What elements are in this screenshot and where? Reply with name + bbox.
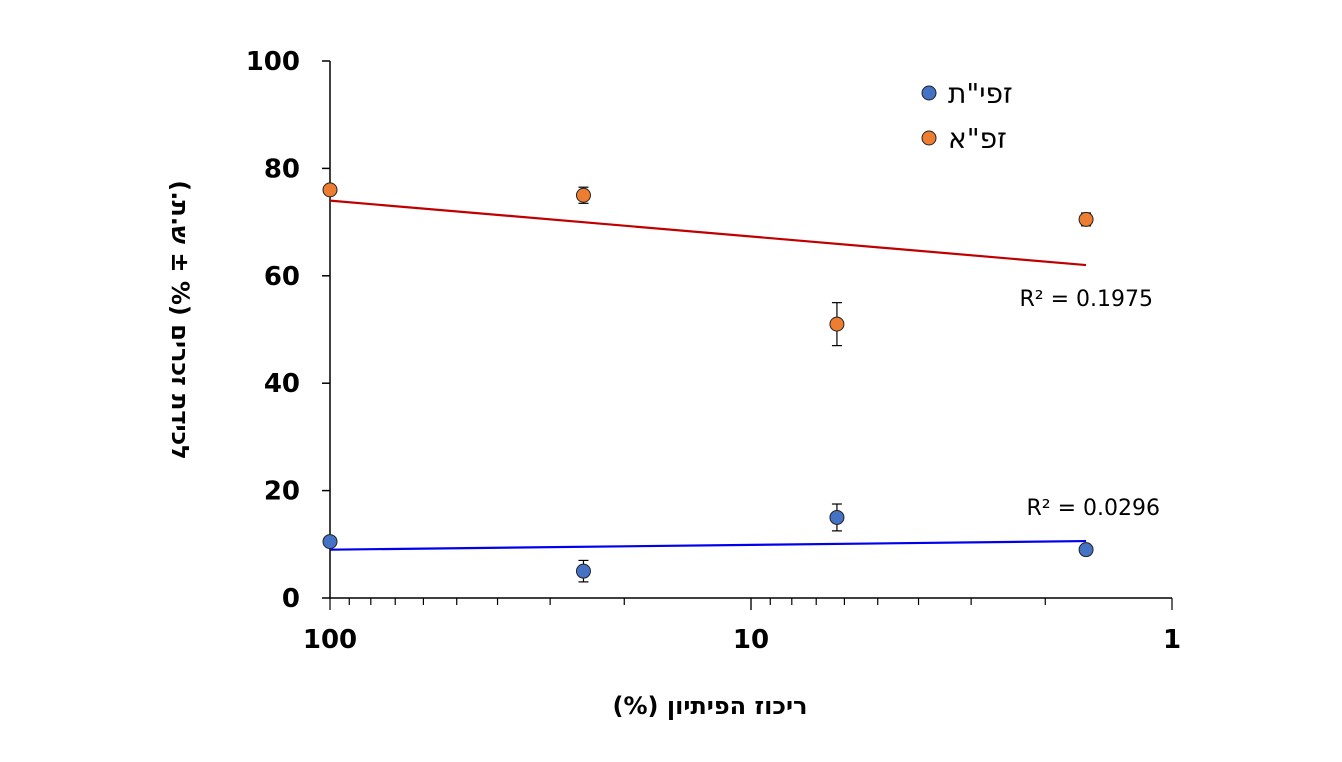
legend: זפי"ת זפ"א — [921, 77, 1013, 155]
data-point — [322, 182, 338, 198]
y-ticks: 0 20 40 60 80 100 — [246, 47, 330, 614]
data-points — [322, 182, 1094, 583]
legend-marker — [921, 85, 937, 101]
x-tick-label: 100 — [303, 625, 357, 655]
y-tick-label: 80 — [264, 154, 300, 184]
y-tick-label: 100 — [246, 47, 300, 77]
data-point — [322, 534, 338, 550]
x-tick-label: 10 — [733, 625, 769, 655]
x-ticks: 100 10 1 — [303, 598, 1181, 655]
y-tick-label: 0 — [282, 584, 300, 614]
r-squared-label: R² = 0.0296 — [1026, 496, 1160, 521]
x-tick-label: 1 — [1163, 625, 1181, 655]
y-tick-label: 60 — [264, 262, 300, 292]
legend-label: זפ"א — [948, 122, 1007, 155]
data-point — [829, 509, 845, 525]
y-tick-label: 20 — [264, 477, 300, 507]
data-point — [1078, 211, 1094, 227]
data-point — [1078, 542, 1094, 558]
trendline — [329, 539, 1087, 551]
legend-marker — [921, 130, 937, 146]
y-tick-label: 40 — [264, 369, 300, 399]
axes: 100 10 1 0 20 40 60 80 100 — [246, 47, 1181, 655]
legend-label: זפי"ת — [948, 77, 1013, 110]
data-point — [829, 316, 845, 332]
x-axis-title: ריכוז הפיתיון (%) — [613, 692, 808, 720]
trendlines: R² = 0.0296 R² = 0.1975 — [329, 199, 1160, 551]
y-axis-title: לכידת זכרים (% ± ש.ת.) — [166, 180, 194, 459]
r-squared-label: R² = 0.1975 — [1019, 287, 1153, 312]
data-point — [575, 563, 591, 579]
data-point — [575, 187, 591, 203]
trendline — [329, 199, 1087, 267]
